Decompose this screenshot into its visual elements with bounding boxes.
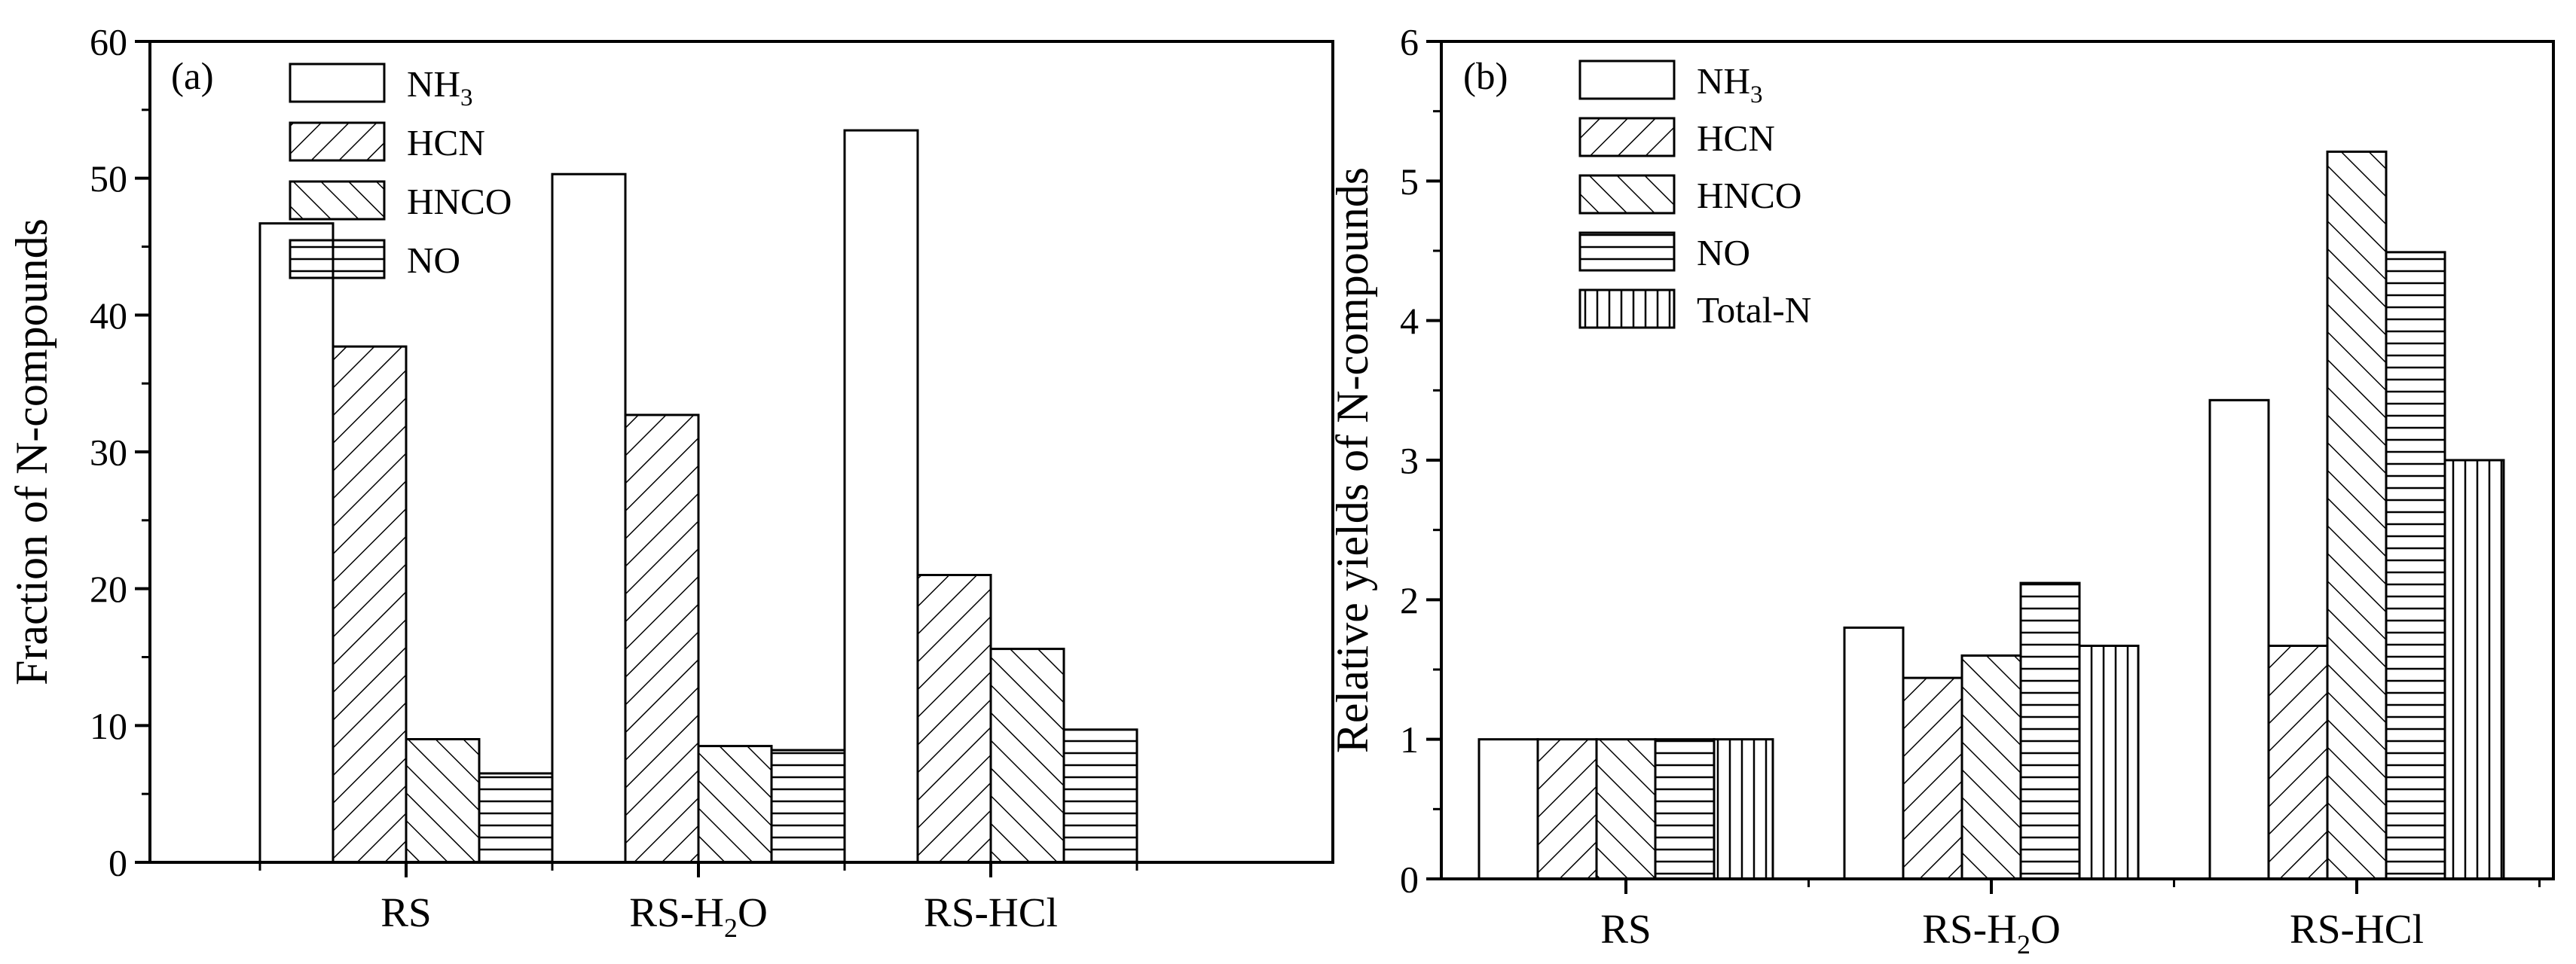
bar-no-rs-hcl [2385,251,2446,880]
bar-hnco-rs [1595,738,1657,880]
legend-swatch-hnco [1578,174,1676,215]
legend-swatch-nh3 [289,63,386,103]
legend-label-hnco: HNCO [1697,175,1801,216]
y-tick-label: 3 [1400,440,1419,482]
bar-hnco-rs-h2o [1960,654,2022,880]
y-tick-label: 20 [90,568,127,610]
y-axis-label: Fraction of N-compounds [7,218,57,685]
panel-label: (b) [1463,56,1508,98]
bar-no-rs-h2o [2019,581,2081,880]
bar-no-rs-h2o [770,749,846,864]
bar-no-rs [1654,738,1716,880]
bar-hcn-rs-hcl [916,574,992,864]
legend-swatch-total-n [1578,288,1676,329]
bar-no-rs-hcl [1062,728,1138,864]
y-axis-label: Relative yields of N-compounds [1328,167,1377,753]
y-tick-label: 5 [1400,160,1419,203]
bar-hcn-rs [1536,738,1598,880]
bar-nh3-rs-hcl [843,129,919,864]
legend-swatch-hcn [1578,117,1676,157]
panel-a: 0 10 20 30 40 50 60 RS RS-H2O RS-HCl Fraction of N… [7,21,1334,943]
bar-hcn-rs [332,345,408,864]
legend-label-hcn: HCN [407,122,485,163]
bar-hnco-rs-hcl [2326,150,2388,880]
legend-label-hcn: HCN [1697,117,1775,159]
legend-label-nh3: NH3 [1697,60,1763,108]
bar-hnco-rs-hcl [989,648,1065,864]
legend-label-no: NO [407,239,460,281]
x-tick-label-rs-h2o: RS-H2O [1922,906,2061,959]
y-tick-label: 60 [90,21,127,63]
legend-label-total-n: Total-N [1697,289,1811,331]
y-tick-label: 50 [90,157,127,200]
legend-label-nh3: NH3 [407,63,473,111]
y-tick-label: 6 [1400,21,1419,63]
bar-nh3-rs [258,222,335,864]
y-tick-label: 0 [108,842,127,884]
bar-nh3-rs [1477,738,1539,880]
x-tick-label-rs: RS [380,889,432,935]
bar-nh3-rs-h2o [1843,626,1905,880]
y-tick-label: 1 [1400,718,1419,761]
y-tick-label: 2 [1400,579,1419,621]
legend-label-no: NO [1697,232,1750,273]
y-tick-label: 40 [90,294,127,337]
bar-nh3-rs-h2o [551,172,627,864]
bar-hcn-rs-h2o [624,413,700,864]
panel-label: (a) [171,56,214,98]
bar-total-n-rs-hcl [2443,459,2505,880]
x-tick-label-rs-h2o: RS-H2O [629,889,768,943]
legend-swatch-nh3 [1578,59,1676,100]
legend-swatch-hcn [289,121,386,162]
y-tick-label: 30 [90,432,127,474]
bar-total-n-rs [1713,738,1774,880]
bar-nh3-rs-hcl [2208,398,2270,880]
x-tick-label-rs: RS [1600,906,1652,952]
legend-label-hnco: HNCO [407,181,512,222]
legend-swatch-hnco [289,180,386,221]
bar-total-n-rs-h2o [2078,644,2140,880]
y-tick-label: 4 [1400,300,1419,342]
bar-hcn-rs-h2o [1902,676,1963,880]
bar-hnco-rs [405,738,481,864]
bar-hnco-rs-h2o [697,745,773,864]
bar-hcn-rs-hcl [2267,644,2329,880]
panel-b: 0 1 2 3 4 5 6 RS RS-H2O RS-HCl Relative yields of … [1328,21,2555,959]
bar-no-rs [478,772,554,864]
legend-swatch-no [289,239,386,279]
y-tick-label: 10 [90,705,127,747]
legend-swatch-no [1578,231,1676,272]
x-tick-label-rs-hcl: RS-HCl [2290,906,2424,952]
x-tick-label-rs-hcl: RS-HCl [924,889,1058,935]
y-tick-label: 0 [1400,859,1419,901]
